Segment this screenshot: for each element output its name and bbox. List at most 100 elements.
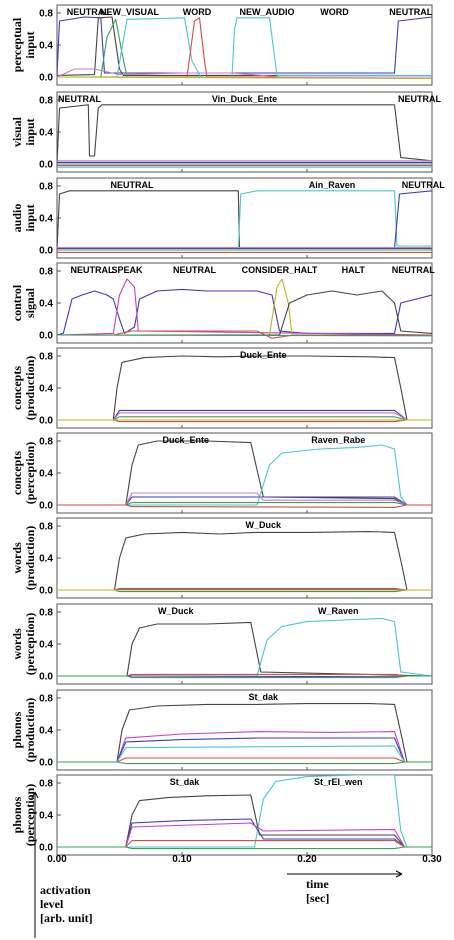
series-line xyxy=(57,444,432,506)
y-tick-label: 0.0 xyxy=(39,501,53,512)
annotation-label: WORD xyxy=(320,7,349,17)
series-group xyxy=(57,440,432,508)
panel-label-line: input xyxy=(23,31,37,58)
panel-concepts_production: 0.8 0.4 0.0 Duck_Ente concepts(production) xyxy=(10,347,433,429)
annotation-label: NEUTRAL xyxy=(392,265,435,275)
y-tick-label: 0.0 xyxy=(39,73,53,84)
x-axis-title-line: [sec] xyxy=(306,891,329,905)
y-tick-label: 0.8 xyxy=(39,437,53,448)
annotation-label: Raven_Rabe xyxy=(311,435,365,445)
x-tick-label: 0.10 xyxy=(172,854,192,865)
panel-label-line: (perception) xyxy=(23,613,37,675)
panel-label: perceptualinput xyxy=(10,17,37,72)
panel-label-line: phonos xyxy=(10,796,24,833)
panel-frame xyxy=(56,517,433,599)
panel-concepts_perception: 0.8 0.4 0.0 Duck_Ente Raven_Rabe concepts(per… xyxy=(10,432,433,514)
y-tick-label: 0.0 xyxy=(39,758,53,769)
series-line xyxy=(57,775,432,848)
annotation-label: W_Raven xyxy=(318,606,359,616)
panel-label: visualinput xyxy=(10,116,37,147)
series-line xyxy=(57,737,432,763)
series-line xyxy=(57,822,432,848)
annotation-label: NEW_AUDIO xyxy=(239,7,294,17)
y-tick-label: 0.4 xyxy=(39,811,53,822)
panel-frame xyxy=(56,177,433,259)
annotation-label: St_rEI_wen xyxy=(314,777,363,787)
y-tick-label: 0.8 xyxy=(39,9,53,20)
series-group xyxy=(57,531,432,593)
x-tick-label: 0.30 xyxy=(422,854,442,865)
panel-label-line: visual xyxy=(10,116,24,147)
panel-label-line: (production) xyxy=(23,356,37,420)
annotation-label: WORD xyxy=(183,7,212,17)
x-tick-label: 0.00 xyxy=(47,854,67,865)
y-tick-label: 0.0 xyxy=(39,843,53,854)
panel-label: concepts(production) xyxy=(10,356,37,420)
annotation-label: W_Duck xyxy=(158,606,195,616)
panel-label: concepts(perception) xyxy=(10,442,37,504)
series-line xyxy=(57,104,432,165)
axis-arrows-group: time [sec] activation level [arb. unit] xyxy=(31,791,403,938)
annotation-label: NEUTRAL xyxy=(71,265,114,275)
series-line xyxy=(57,621,432,677)
series-line xyxy=(57,846,432,850)
annotation-label: SPEAK xyxy=(111,265,143,275)
y-tick-label: 0.4 xyxy=(39,469,53,480)
panel-label-line: (production) xyxy=(23,698,37,762)
annotation-label: CONSIDER_HALT xyxy=(242,265,318,275)
panel-frame xyxy=(56,347,433,429)
series-group xyxy=(57,703,432,765)
y-tick-label: 0.8 xyxy=(39,267,53,278)
y-tick-label: 0.8 xyxy=(39,694,53,705)
panel-label-line: input xyxy=(23,118,37,145)
series-line xyxy=(57,703,432,763)
annotation-label: NEW_VISUAL xyxy=(100,7,160,17)
panel-label-line: audio xyxy=(10,204,24,233)
panel-label: phonos(perception) xyxy=(10,784,37,846)
y-axis-title-line: [arb. unit] xyxy=(40,911,93,925)
panel-frame xyxy=(56,91,433,173)
series-line xyxy=(57,355,432,421)
panel-frame xyxy=(56,603,433,685)
y-tick-label: 0.0 xyxy=(39,331,53,342)
series-group xyxy=(57,355,432,423)
y-axis-title-line: level xyxy=(40,897,64,911)
y-tick-label: 0.8 xyxy=(39,522,53,533)
annotation-label: NEUTRAL xyxy=(58,94,101,104)
time-arrow-head xyxy=(395,870,403,878)
series-line xyxy=(57,440,432,506)
series-line xyxy=(57,17,432,78)
panel-label-line: phonos xyxy=(10,711,24,748)
y-tick-label: 0.0 xyxy=(39,246,53,257)
y-tick-label: 0.0 xyxy=(39,160,53,171)
panel-label: phonos(production) xyxy=(10,698,37,762)
series-group xyxy=(57,775,432,850)
y-axis-title: activation level [arb. unit] xyxy=(40,883,93,925)
y-tick-label: 0.4 xyxy=(39,554,53,565)
y-tick-label: 0.8 xyxy=(39,779,53,790)
y-tick-label: 0.8 xyxy=(39,608,53,619)
series-line xyxy=(57,531,432,591)
panel-label: words(perception) xyxy=(10,613,37,675)
panel-label-line: control xyxy=(10,284,24,321)
series-line xyxy=(57,16,432,76)
series-line xyxy=(57,761,432,765)
x-axis-title-line: time xyxy=(306,877,329,891)
panel-phonos_perception: 0.80.40.0St_dak St_rEI_wenphonos(percepti… xyxy=(10,774,433,856)
series-group xyxy=(57,190,432,253)
annotation-label: NEUTRAL xyxy=(173,265,216,275)
panel-audio_input: 0.8 0.4 0.0 NEUTRAL Ain_Raven NEUTRAL audioinp… xyxy=(10,177,445,259)
series-line xyxy=(57,288,432,336)
panel-visual_input: 0.8 0.4 0.0 NEUTRAL Vin_Duck_Ente NEUTRAL visu… xyxy=(10,91,441,173)
panel-frame xyxy=(56,774,433,856)
panel-frame xyxy=(56,432,433,514)
annotation-label: HALT xyxy=(342,265,366,275)
annotation-label: Duck_Ente xyxy=(240,350,287,360)
series-line xyxy=(57,334,432,337)
y-tick-label: 0.0 xyxy=(39,672,53,683)
y-tick-label: 0.4 xyxy=(39,384,53,395)
